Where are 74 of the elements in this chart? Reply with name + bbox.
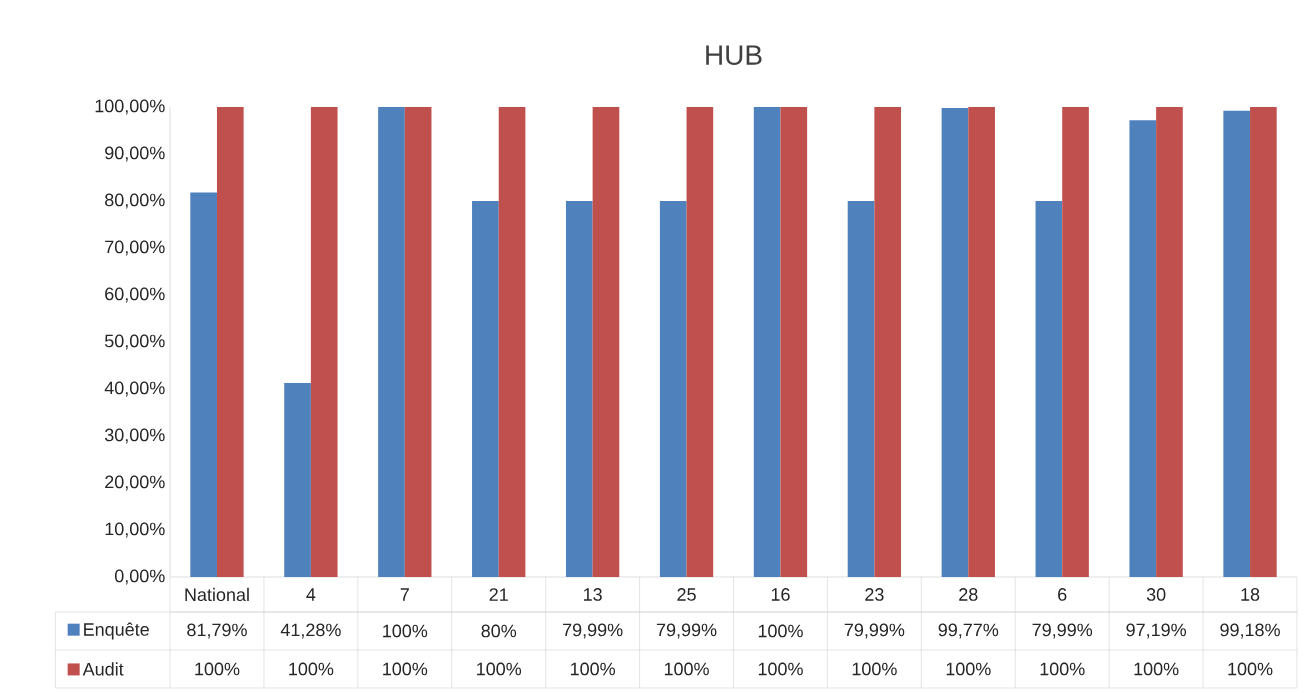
bar <box>753 107 781 577</box>
data-label: 100% <box>1040 662 1085 676</box>
x-tick-label: 18 <box>1241 588 1260 601</box>
y-tick-label: 0,00% <box>114 569 165 585</box>
bar <box>1156 107 1183 577</box>
data-label: 79,99% <box>656 623 717 639</box>
data-label: 100% <box>195 662 240 676</box>
data-label: 100% <box>289 662 334 676</box>
y-tick-label: 70,00% <box>105 240 165 256</box>
bar <box>284 382 311 577</box>
data-label: 100% <box>758 624 803 638</box>
y-tick-label: 100,00% <box>95 99 165 115</box>
y-tick-label: 50,00% <box>104 334 165 350</box>
chart-title: HUB <box>706 45 762 65</box>
bar <box>378 107 405 577</box>
x-tick-label: 6 <box>1058 588 1067 601</box>
bar <box>310 107 338 577</box>
y-tick-label: 90,00% <box>105 146 165 162</box>
data-label: 79,99% <box>563 623 623 639</box>
y-tick-label: 10,00% <box>105 522 165 538</box>
data-label: 100% <box>1228 662 1273 676</box>
data-label: 79,99% <box>844 623 905 639</box>
data-label: 100% <box>477 662 522 676</box>
x-tick-label: 28 <box>959 588 978 601</box>
y-tick-label: 60,00% <box>105 287 165 303</box>
legend-label: Audit <box>82 662 124 676</box>
bar <box>968 107 995 577</box>
bar <box>190 192 217 577</box>
bar <box>565 201 593 577</box>
x-tick-label: 23 <box>865 588 884 601</box>
legend-label: Enquête <box>84 622 149 640</box>
x-tick-label: 30 <box>1146 588 1166 601</box>
data-label: 41,28% <box>280 623 341 639</box>
data-label: 80% <box>481 624 517 638</box>
data-label: 100% <box>570 662 615 676</box>
y-tick-label: 30,00% <box>104 428 165 444</box>
x-tick-label: 16 <box>771 588 790 601</box>
data-label: 99,18% <box>1220 623 1280 639</box>
bar <box>1250 107 1277 577</box>
bar <box>1035 201 1063 577</box>
bar <box>592 107 620 577</box>
data-label: 79,99% <box>1032 623 1093 639</box>
bar <box>659 201 687 577</box>
data-label: 99,77% <box>938 623 999 639</box>
data-label: 100% <box>664 662 709 676</box>
data-label: 100% <box>946 662 991 676</box>
data-label: 81,79% <box>187 623 247 639</box>
bar <box>472 200 499 577</box>
data-label: 100% <box>852 662 897 676</box>
y-tick-label: 40,00% <box>104 381 165 397</box>
y-tick-label: 80,00% <box>105 193 165 209</box>
x-tick-label: 25 <box>677 588 696 601</box>
data-label: 100% <box>758 662 803 676</box>
bar <box>1223 110 1251 577</box>
bar <box>941 108 969 577</box>
data-label: 97,19% <box>1126 623 1186 639</box>
bar <box>847 201 875 577</box>
bar <box>780 107 808 577</box>
data-label: 100% <box>383 624 428 638</box>
x-tick-label: National <box>185 587 249 602</box>
x-tick-label: 4 <box>306 588 316 601</box>
bar <box>874 107 902 577</box>
x-tick-label: 21 <box>489 588 508 601</box>
bar <box>686 107 714 577</box>
y-tick-label: 20,00% <box>105 475 165 491</box>
x-tick-label: 7 <box>400 588 409 601</box>
data-label: 100% <box>1134 662 1179 676</box>
bar <box>1129 120 1157 577</box>
bar <box>1062 107 1089 577</box>
data-label: 100% <box>383 662 428 676</box>
bar <box>216 107 244 577</box>
bar <box>498 107 526 577</box>
bar <box>404 107 432 577</box>
x-tick-label: 13 <box>584 588 602 601</box>
